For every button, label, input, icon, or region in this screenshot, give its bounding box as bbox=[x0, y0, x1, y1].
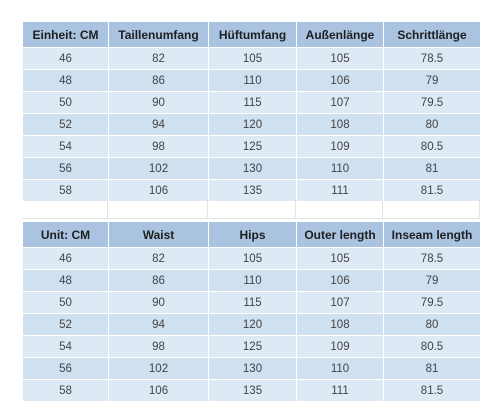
inseam-length-cell: 81 bbox=[383, 157, 481, 180]
hips-cell: 120 bbox=[208, 113, 297, 136]
outer-length-cell: 105 bbox=[296, 47, 384, 70]
inseam-length-cell: 79 bbox=[383, 269, 481, 292]
waist-cell: 82 bbox=[108, 247, 209, 270]
inseam-length-cell: 79.5 bbox=[383, 291, 481, 314]
table-row: 54 98 125 109 80.5 bbox=[22, 335, 481, 358]
size-cell: 56 bbox=[22, 357, 109, 380]
hips-cell: 120 bbox=[208, 313, 297, 336]
outer-length-cell: 109 bbox=[296, 135, 384, 158]
outer-length-cell: 111 bbox=[296, 379, 384, 402]
hips-cell: 110 bbox=[208, 269, 297, 292]
waist-cell: 106 bbox=[108, 379, 209, 402]
size-cell: 54 bbox=[22, 135, 109, 158]
inseam-length-cell: 78.5 bbox=[383, 47, 481, 70]
size-cell: 52 bbox=[22, 313, 109, 336]
table-row: 58 106 135 111 81.5 bbox=[22, 179, 481, 202]
inseam-length-cell: 81.5 bbox=[383, 379, 481, 402]
waist-cell: 98 bbox=[108, 135, 209, 158]
hips-cell: 130 bbox=[208, 357, 297, 380]
outer-length-cell: 107 bbox=[296, 91, 384, 114]
header-outer-length: Outer length bbox=[296, 221, 384, 248]
table-row: 46 82 105 105 78.5 bbox=[22, 47, 481, 70]
size-cell: 48 bbox=[22, 69, 109, 92]
hips-cell: 135 bbox=[208, 179, 297, 202]
hips-cell: 125 bbox=[208, 335, 297, 358]
hips-cell: 105 bbox=[208, 47, 297, 70]
outer-length-cell: 106 bbox=[296, 69, 384, 92]
header-inseam-length: Schrittlänge bbox=[383, 21, 481, 48]
header-hips: Hüftumfang bbox=[208, 21, 297, 48]
waist-cell: 90 bbox=[108, 291, 209, 314]
hips-cell: 110 bbox=[208, 69, 297, 92]
size-cell: 54 bbox=[22, 335, 109, 358]
outer-length-cell: 108 bbox=[296, 313, 384, 336]
table-header-row: Einheit: CM Taillenumfang Hüftumfang Auß… bbox=[22, 21, 481, 48]
table-row: 50 90 115 107 79.5 bbox=[22, 91, 481, 114]
waist-cell: 102 bbox=[108, 357, 209, 380]
size-cell: 46 bbox=[22, 47, 109, 70]
table-row: 52 94 120 108 80 bbox=[22, 313, 481, 336]
table-spacer bbox=[22, 199, 480, 219]
inseam-length-cell: 81.5 bbox=[383, 179, 481, 202]
hips-cell: 135 bbox=[208, 379, 297, 402]
header-waist: Waist bbox=[108, 221, 209, 248]
inseam-length-cell: 79 bbox=[383, 69, 481, 92]
waist-cell: 82 bbox=[108, 47, 209, 70]
header-hips: Hips bbox=[208, 221, 297, 248]
size-cell: 48 bbox=[22, 269, 109, 292]
table-row: 50 90 115 107 79.5 bbox=[22, 291, 481, 314]
header-outer-length: Außenlänge bbox=[296, 21, 384, 48]
inseam-length-cell: 78.5 bbox=[383, 247, 481, 270]
waist-cell: 98 bbox=[108, 335, 209, 358]
outer-length-cell: 111 bbox=[296, 179, 384, 202]
waist-cell: 106 bbox=[108, 179, 209, 202]
size-cell: 56 bbox=[22, 157, 109, 180]
waist-cell: 86 bbox=[108, 269, 209, 292]
waist-cell: 94 bbox=[108, 113, 209, 136]
header-unit: Unit: CM bbox=[22, 221, 109, 248]
size-cell: 58 bbox=[22, 379, 109, 402]
inseam-length-cell: 81 bbox=[383, 357, 481, 380]
outer-length-cell: 109 bbox=[296, 335, 384, 358]
table-row: 48 86 110 106 79 bbox=[22, 69, 481, 92]
table-header-row: Unit: CM Waist Hips Outer length Inseam … bbox=[22, 221, 481, 248]
table-row: 54 98 125 109 80.5 bbox=[22, 135, 481, 158]
outer-length-cell: 108 bbox=[296, 113, 384, 136]
size-cell: 52 bbox=[22, 113, 109, 136]
inseam-length-cell: 80 bbox=[383, 113, 481, 136]
outer-length-cell: 106 bbox=[296, 269, 384, 292]
outer-length-cell: 107 bbox=[296, 291, 384, 314]
outer-length-cell: 110 bbox=[296, 157, 384, 180]
header-unit: Einheit: CM bbox=[22, 21, 109, 48]
waist-cell: 102 bbox=[108, 157, 209, 180]
inseam-length-cell: 79.5 bbox=[383, 91, 481, 114]
size-cell: 50 bbox=[22, 91, 109, 114]
table-row: 46 82 105 105 78.5 bbox=[22, 247, 481, 270]
hips-cell: 115 bbox=[208, 91, 297, 114]
table-row: 56 102 130 110 81 bbox=[22, 357, 481, 380]
table-row: 48 86 110 106 79 bbox=[22, 269, 481, 292]
size-cell: 50 bbox=[22, 291, 109, 314]
header-waist: Taillenumfang bbox=[108, 21, 209, 48]
table-row: 56 102 130 110 81 bbox=[22, 157, 481, 180]
hips-cell: 105 bbox=[208, 247, 297, 270]
size-table-german: Einheit: CM Taillenumfang Hüftumfang Auß… bbox=[22, 21, 481, 202]
hips-cell: 130 bbox=[208, 157, 297, 180]
waist-cell: 86 bbox=[108, 69, 209, 92]
outer-length-cell: 110 bbox=[296, 357, 384, 380]
table-row: 52 94 120 108 80 bbox=[22, 113, 481, 136]
size-cell: 58 bbox=[22, 179, 109, 202]
outer-length-cell: 105 bbox=[296, 247, 384, 270]
size-table-english: Unit: CM Waist Hips Outer length Inseam … bbox=[22, 221, 481, 402]
waist-cell: 90 bbox=[108, 91, 209, 114]
table-row: 58 106 135 111 81.5 bbox=[22, 379, 481, 402]
waist-cell: 94 bbox=[108, 313, 209, 336]
hips-cell: 115 bbox=[208, 291, 297, 314]
inseam-length-cell: 80.5 bbox=[383, 335, 481, 358]
inseam-length-cell: 80 bbox=[383, 313, 481, 336]
size-cell: 46 bbox=[22, 247, 109, 270]
inseam-length-cell: 80.5 bbox=[383, 135, 481, 158]
hips-cell: 125 bbox=[208, 135, 297, 158]
header-inseam-length: Inseam length bbox=[383, 221, 481, 248]
